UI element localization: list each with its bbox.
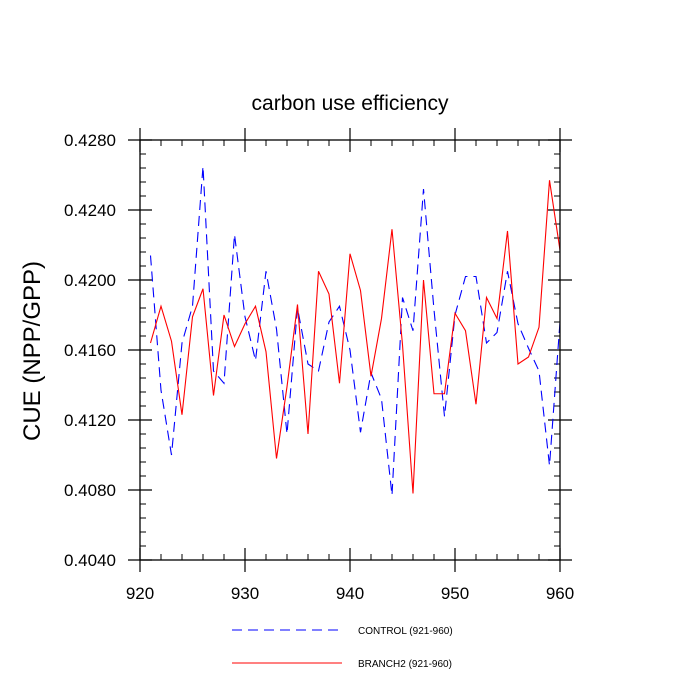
x-tick-labels: 920 930 940 950 960 — [126, 584, 574, 603]
y-tick-label: 0.4240 — [64, 201, 116, 220]
x-tick-label: 940 — [336, 584, 364, 603]
x-tick-label: 950 — [441, 584, 469, 603]
y-tick-label: 0.4160 — [64, 341, 116, 360]
minor-ticks — [140, 140, 560, 560]
y-tick-label: 0.4280 — [64, 131, 116, 150]
x-tick-label: 960 — [546, 584, 574, 603]
y-tick-label: 0.4200 — [64, 271, 116, 290]
legend: CONTROL (921-960) BRANCH2 (921-960) — [232, 626, 453, 670]
series-branch2-line — [149, 180, 561, 494]
x-tick-label: 920 — [126, 584, 154, 603]
plot-frame — [139, 139, 561, 561]
y-tick-label: 0.4120 — [64, 411, 116, 430]
y-axis-label: CUE (NPP/GPP) — [19, 261, 46, 441]
series-control-line — [149, 166, 561, 496]
y-tick-labels: 0.4040 0.4080 0.4120 0.4160 0.4200 0.4240 0.42… — [64, 131, 116, 570]
y-tick-label: 0.4040 — [64, 551, 116, 570]
y-tick-label: 0.4080 — [64, 481, 116, 500]
legend-branch2-label: BRANCH2 (921-960) — [358, 659, 452, 670]
chart-title: carbon use efficiency — [252, 92, 449, 115]
x-tick-label: 930 — [231, 584, 259, 603]
legend-control-label: CONTROL (921-960) — [358, 626, 453, 637]
series-lines — [149, 166, 561, 496]
